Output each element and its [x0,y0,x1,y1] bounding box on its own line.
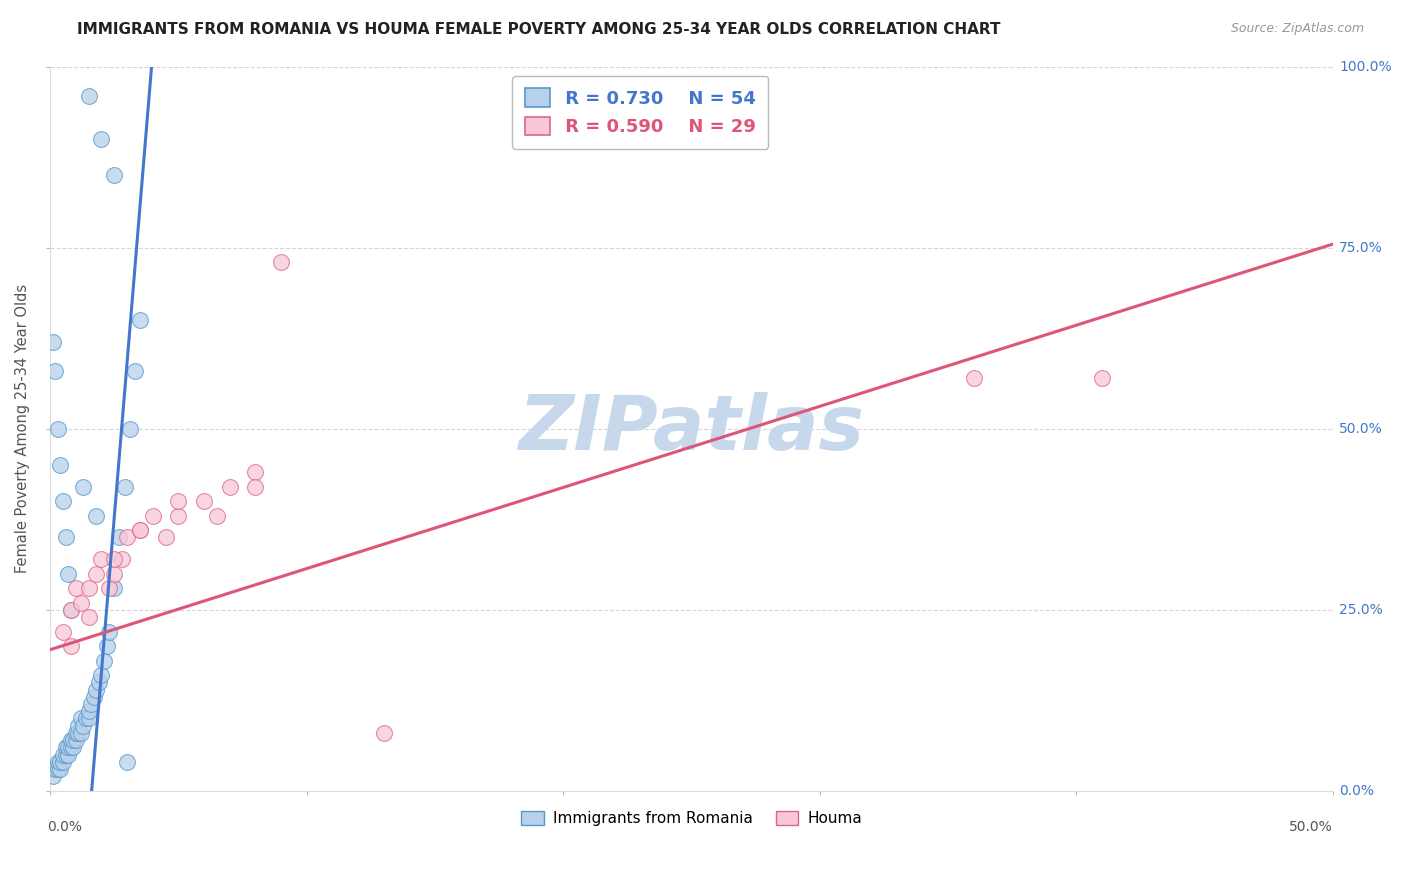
Point [118,422,141,436]
Point [56,740,79,755]
Point [129,523,152,537]
Point [52,624,75,639]
Point [56,566,79,581]
Point [103,566,125,581]
Point [77,581,100,595]
Point [111,552,134,566]
Point [70,711,93,725]
Point [65,726,87,740]
Text: 25.0%: 25.0% [1340,603,1384,617]
Point [59,639,82,653]
Point [56,747,79,762]
Y-axis label: Female Poverty Among 25-34 Year Olds: Female Poverty Among 25-34 Year Olds [15,285,30,574]
Point [142,508,165,523]
Point [205,508,228,523]
Point [115,530,138,544]
Point [41,769,63,783]
Point [65,733,87,747]
Point [77,88,100,103]
Point [245,465,267,479]
Text: 75.0%: 75.0% [1340,241,1384,255]
Point [103,168,125,182]
Point [90,132,112,146]
Point [59,603,82,617]
Point [103,581,125,595]
Point [44,364,66,378]
Point [108,530,131,544]
Point [67,719,90,733]
Point [218,480,240,494]
Text: 0.0%: 0.0% [1340,784,1374,798]
Point [167,508,190,523]
Point [46,762,69,776]
Point [59,740,82,755]
Point [62,740,84,755]
Point [114,480,136,494]
Point [49,762,72,776]
Point [129,313,152,327]
Point [93,654,115,668]
Point [90,668,112,682]
Point [55,747,77,762]
Text: 50.0%: 50.0% [1289,820,1333,834]
Point [72,480,94,494]
Point [83,690,105,704]
Point [963,371,986,385]
Point [46,422,69,436]
Point [1091,371,1114,385]
Point [59,733,82,747]
Point [72,719,94,733]
Point [115,755,138,769]
Point [86,682,108,697]
Point [75,711,97,725]
Point [44,762,66,776]
Point [86,508,108,523]
Point [67,726,90,740]
Point [65,581,87,595]
Point [96,639,118,653]
Point [98,624,121,639]
Point [373,726,395,740]
Text: 100.0%: 100.0% [1340,60,1392,74]
Point [52,494,75,508]
Legend: Immigrants from Romania, Houma: Immigrants from Romania, Houma [513,803,870,834]
Text: 50.0%: 50.0% [1340,422,1384,436]
Point [90,552,112,566]
Point [193,494,215,508]
Point [70,726,93,740]
Point [70,596,93,610]
Point [52,747,75,762]
Point [77,610,100,624]
Point [49,755,72,769]
Point [52,755,75,769]
Point [245,480,267,494]
Point [49,458,72,472]
Point [59,603,82,617]
Point [270,255,292,269]
Text: ZIPatlas: ZIPatlas [519,392,865,466]
Point [124,364,146,378]
Point [86,566,108,581]
Point [62,733,84,747]
Text: IMMIGRANTS FROM ROMANIA VS HOUMA FEMALE POVERTY AMONG 25-34 YEAR OLDS CORRELATIO: IMMIGRANTS FROM ROMANIA VS HOUMA FEMALE … [77,22,1001,37]
Point [167,494,190,508]
Point [77,711,100,725]
Point [155,530,177,544]
Point [46,755,69,769]
Point [55,530,77,544]
Point [103,552,125,566]
Point [98,581,121,595]
Text: 0.0%: 0.0% [48,820,83,834]
Point [77,704,100,718]
Text: Source: ZipAtlas.com: Source: ZipAtlas.com [1230,22,1364,36]
Point [41,334,63,349]
Point [129,523,152,537]
Point [87,675,110,690]
Point [55,740,77,755]
Point [80,697,103,711]
